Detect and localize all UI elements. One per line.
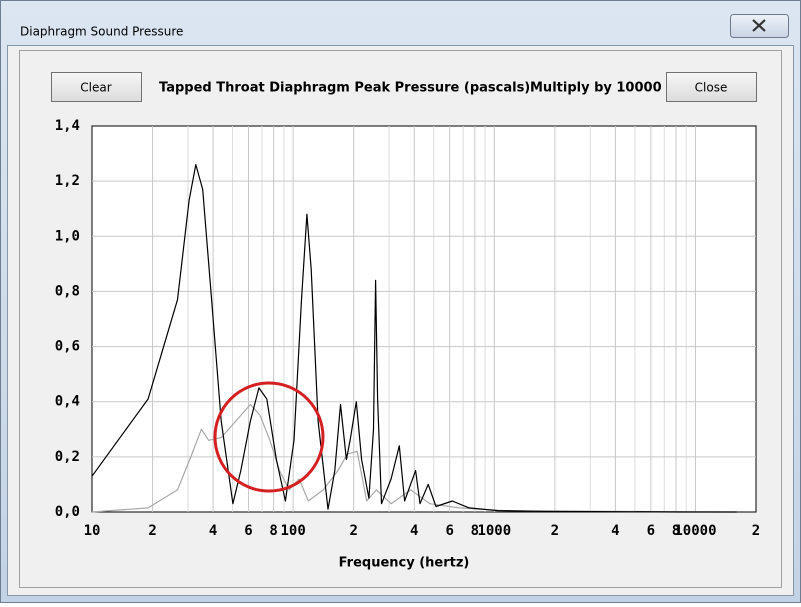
x-tick-label: 2	[349, 523, 357, 539]
x-tick-label: 2	[148, 523, 156, 539]
x-tick-label: 8	[471, 523, 479, 539]
button-label[interactable]: Clear	[80, 81, 111, 95]
x-tick-label: 2	[752, 523, 760, 539]
x-tick-label: 6	[445, 523, 453, 539]
x-tick-label: 4	[209, 523, 217, 539]
y-tick-label: 1,2	[55, 173, 80, 189]
chart-title: Tapped Throat Diaphragm Peak Pressure (p…	[159, 81, 530, 96]
close-window-button[interactable]	[730, 14, 789, 38]
x-tick-label: 100	[281, 523, 306, 539]
clear-button[interactable]: Clear	[51, 72, 142, 102]
x-tick-label: 6	[244, 523, 252, 539]
multiplier-note: Multiply by 10000	[530, 81, 662, 96]
x-tick-label: 2	[551, 523, 559, 539]
line-series	[91, 164, 737, 513]
close-button[interactable]: Close	[666, 72, 757, 102]
y-tick-label: 1,4	[55, 118, 80, 134]
x-axis-label: Frequency (hertz)	[339, 556, 470, 571]
x-tick-label: 8	[269, 523, 277, 539]
x-tick-label: 1000	[477, 523, 511, 539]
x-tick-label: 6	[647, 523, 655, 539]
x-tick-label: 4	[611, 523, 619, 539]
y-tick-label: 0,4	[55, 394, 80, 410]
y-tick-label: 0,0	[55, 504, 80, 520]
window-title: Diaphragm Sound Pressure	[20, 25, 183, 39]
x-tick-label: 4	[410, 523, 418, 539]
y-tick-label: 0,2	[55, 449, 80, 465]
y-tick-label: 0,8	[55, 283, 80, 299]
button-label[interactable]: Close	[695, 81, 728, 95]
x-tick-label: 10	[84, 523, 101, 539]
x-tick-label: 8	[672, 523, 680, 539]
y-tick-label: 1,0	[55, 228, 80, 244]
x-tick-label: 10000	[674, 523, 716, 539]
highlight-circle	[213, 381, 325, 493]
y-tick-label: 0,6	[55, 339, 80, 355]
